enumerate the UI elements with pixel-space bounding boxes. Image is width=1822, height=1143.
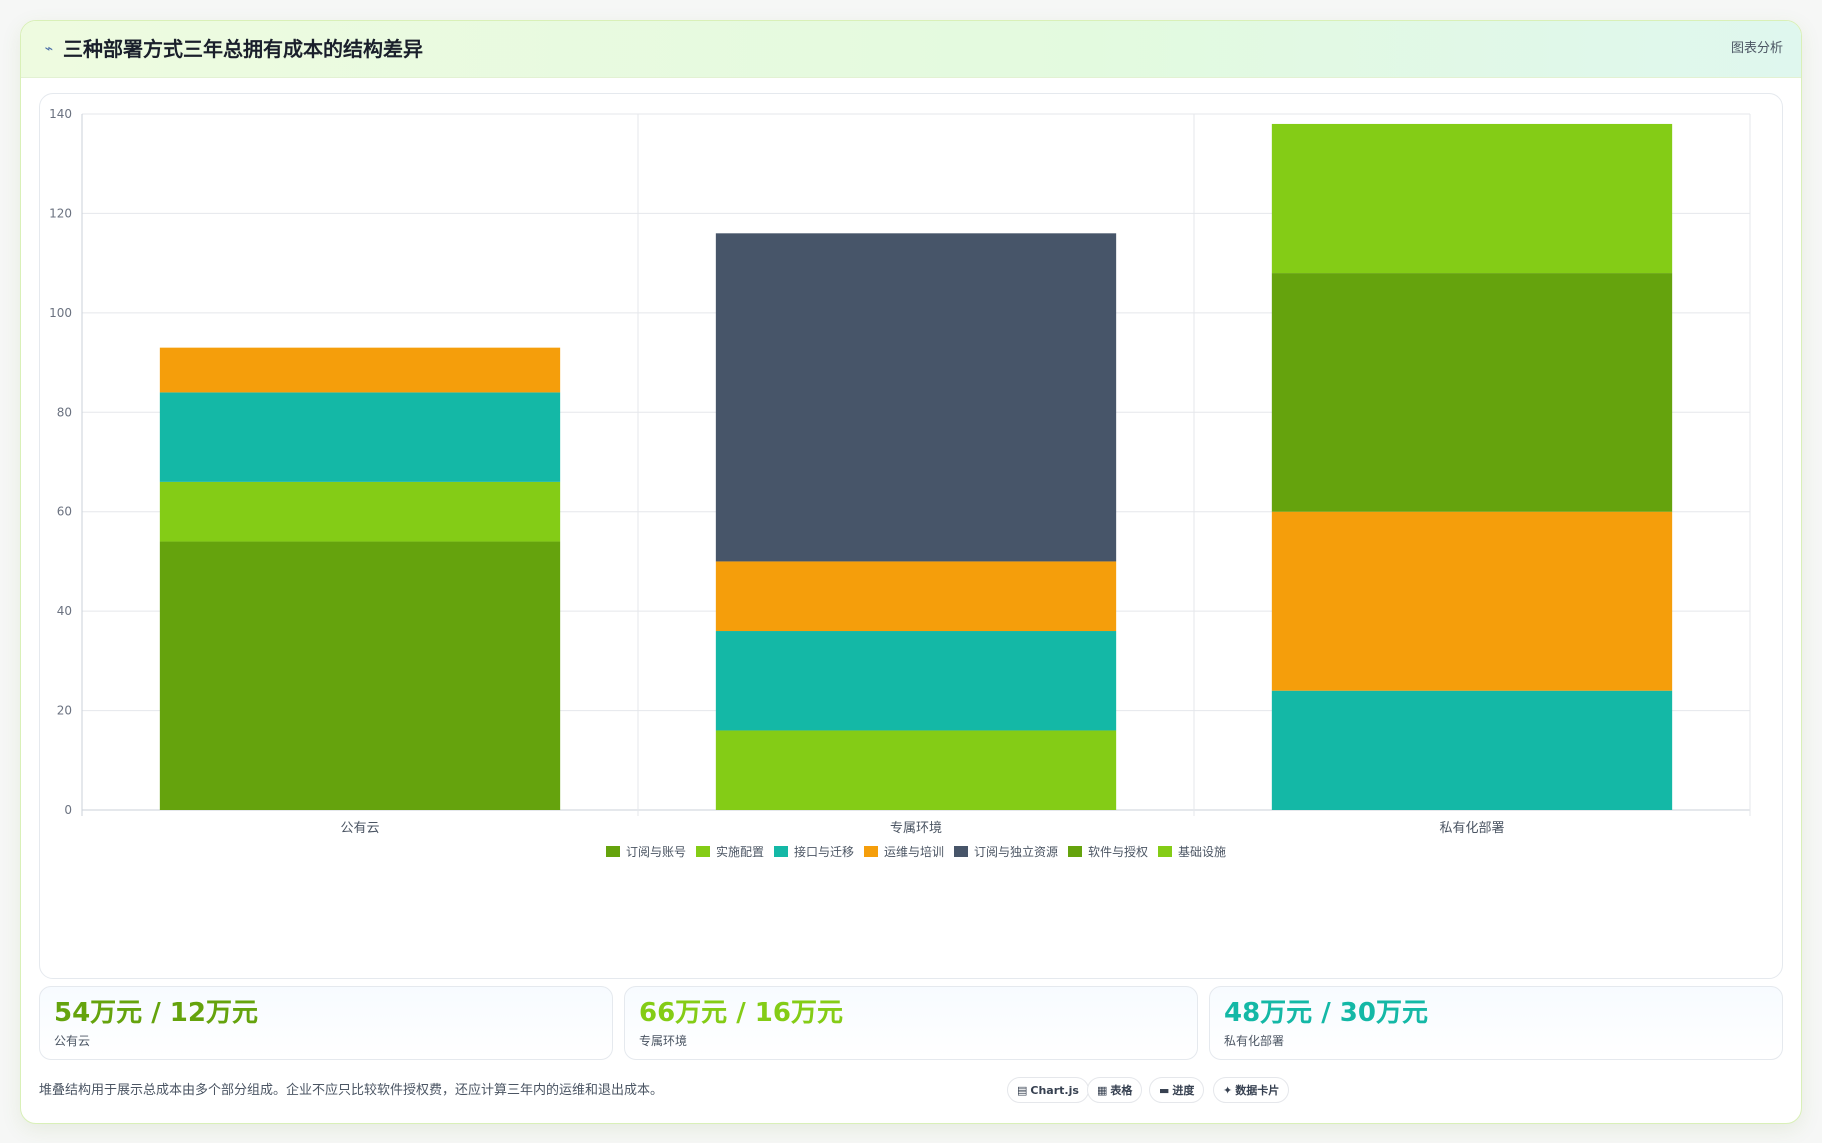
- y-tick-label: 0: [64, 803, 72, 817]
- bar-segment: [1271, 273, 1673, 512]
- card-header: ⌁ 三种部署方式三年总拥有成本的结构差异 图表分析: [21, 21, 1801, 78]
- chart-panel: 0 20 40 60 80 100 120 140 公有云 专属环境 私有化部署订阅与账号 实施配置 接…: [39, 93, 1783, 979]
- y-tick-label: 120: [49, 206, 72, 220]
- legend-swatch: [1158, 846, 1172, 857]
- bar-segment: [1271, 690, 1673, 810]
- chartjs-icon: ▤: [1017, 1084, 1028, 1097]
- legend-label: 软件与授权: [1088, 844, 1148, 859]
- pill-label: 表格: [1110, 1084, 1133, 1097]
- chart-footnote: 堆叠结构用于展示总成本由多个部分组成。企业不应只比较软件授权费，还应计算三年内的…: [39, 1083, 664, 1098]
- legend-label: 订阅与独立资源: [974, 844, 1058, 859]
- legend-label: 接口与迁移: [794, 844, 854, 859]
- x-category-label: 私有化部署: [1439, 821, 1504, 836]
- y-tick-label: 140: [49, 107, 72, 121]
- stat-card-dedicated: 66万元 / 16万元 专属环境: [624, 986, 1198, 1060]
- bar-segment: [1271, 511, 1673, 691]
- bar-segment: [715, 561, 1117, 632]
- bar-segment: [159, 347, 561, 393]
- chart-analysis-link[interactable]: 图表分析: [1730, 41, 1783, 56]
- stat-label: 私有化部署: [1224, 1034, 1285, 1048]
- bar-segment: [715, 631, 1117, 731]
- bar-segment: [715, 233, 1117, 562]
- legend-swatch: [1068, 846, 1082, 857]
- legend-label: 基础设施: [1178, 845, 1226, 859]
- y-tick-label: 40: [57, 604, 72, 618]
- chart-title: 三种部署方式三年总拥有成本的结构差异: [63, 37, 423, 61]
- y-tick-label: 60: [57, 505, 72, 519]
- y-tick-label: 100: [49, 306, 72, 320]
- pill-label: 进度: [1172, 1084, 1195, 1097]
- table-icon: ▦: [1097, 1084, 1108, 1097]
- legend-label: 运维与培训: [884, 844, 944, 859]
- legend-swatch: [606, 846, 620, 857]
- pill-table[interactable]: ▦ 表格: [1087, 1077, 1143, 1103]
- progress-icon: ▬: [1159, 1084, 1170, 1097]
- legend-swatch: [954, 846, 968, 857]
- y-tick-label: 20: [57, 704, 72, 718]
- pill-label: 数据卡片: [1235, 1084, 1280, 1097]
- bar-segment: [159, 392, 561, 482]
- bar-segment: [1271, 123, 1673, 274]
- bar-segment: [159, 481, 561, 542]
- legend-swatch: [864, 846, 878, 857]
- stat-label: 专属环境: [639, 1034, 688, 1048]
- bar-segment: [159, 541, 561, 810]
- bar-segment: [715, 730, 1117, 810]
- legend-swatch: [774, 846, 788, 857]
- pill-chartjs[interactable]: ▤ Chart.js: [1007, 1077, 1089, 1103]
- pill-label: Chart.js: [1030, 1084, 1079, 1097]
- stat-card-private: 48万元 / 30万元 私有化部署: [1209, 986, 1783, 1060]
- x-category-label: 公有云: [340, 821, 379, 836]
- chart-line-icon: ⌁: [44, 41, 54, 57]
- legend-swatch: [696, 846, 710, 857]
- x-category-label: 专属环境: [890, 821, 942, 836]
- legend-label: 订阅与账号: [626, 845, 686, 859]
- stat-value: 66万元 / 16万元: [639, 998, 843, 1028]
- pill-progress[interactable]: ▬ 进度: [1149, 1077, 1205, 1103]
- chart-card: ⌁ 三种部署方式三年总拥有成本的结构差异 图表分析 0 20 40 60 80 100 12…: [20, 20, 1802, 1124]
- pill-data-card[interactable]: ✦ 数据卡片: [1213, 1077, 1290, 1103]
- stat-label: 公有云: [54, 1034, 91, 1048]
- data-card-icon: ✦: [1223, 1084, 1233, 1097]
- stat-value: 48万元 / 30万元: [1224, 998, 1428, 1028]
- y-tick-label: 80: [57, 405, 72, 419]
- stat-card-public-cloud: 54万元 / 12万元 公有云: [39, 986, 613, 1060]
- legend-label: 实施配置: [716, 844, 764, 859]
- stat-value: 54万元 / 12万元: [54, 998, 258, 1028]
